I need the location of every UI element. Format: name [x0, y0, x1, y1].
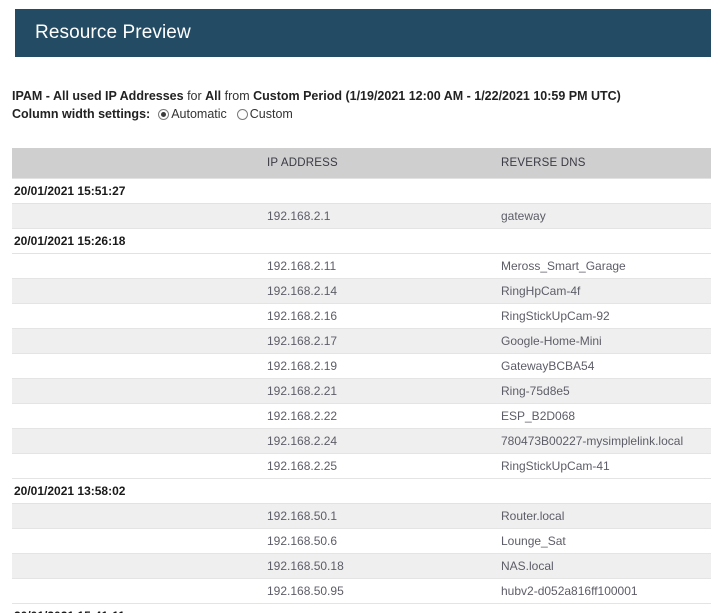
table-body: 20/01/2021 15:51:27 192.168.2.1 gateway 20/…: [12, 177, 711, 613]
cell-reverse-dns: Ring-75d8e5: [501, 378, 711, 404]
table-row[interactable]: 192.168.2.14 RingHpCam-4f: [12, 278, 711, 304]
cell-ip-address: 192.168.2.22: [267, 403, 501, 429]
table-row[interactable]: 192.168.50.6 Lounge_Sat: [12, 528, 711, 554]
cell-blank: [12, 453, 267, 479]
column-header-blank[interactable]: [12, 148, 267, 178]
table-row[interactable]: 192.168.2.16 RingStickUpCam-92: [12, 303, 711, 329]
cell-ip-address: 192.168.2.1: [267, 203, 501, 229]
cell-blank: [12, 203, 267, 229]
cell-reverse-dns: Lounge_Sat: [501, 528, 711, 554]
table-header: IP ADDRESS REVERSE DNS: [12, 148, 711, 178]
cell-reverse-dns: hubv2-d052a816ff100001: [501, 578, 711, 604]
table-row[interactable]: 192.168.2.21 Ring-75d8e5: [12, 378, 711, 404]
cell-reverse-dns: ESP_B2D068: [501, 403, 711, 429]
report-description-line: IPAM - All used IP Addresses for All fro…: [12, 88, 705, 105]
cell-blank: [12, 253, 267, 279]
group-timestamp: 20/01/2021 15:26:18: [12, 227, 711, 254]
ip-address-table: IP ADDRESS REVERSE DNS 20/01/2021 15:51:…: [12, 148, 711, 613]
cell-blank: [12, 428, 267, 454]
report-name: IPAM - All used IP Addresses: [12, 89, 184, 103]
cell-reverse-dns: gateway: [501, 203, 711, 229]
cell-reverse-dns: Meross_Smart_Garage: [501, 253, 711, 279]
column-header-reverse-dns[interactable]: REVERSE DNS: [501, 148, 711, 178]
table-header-row: IP ADDRESS REVERSE DNS: [12, 148, 711, 178]
cell-ip-address: 192.168.2.19: [267, 353, 501, 379]
cell-reverse-dns: Router.local: [501, 503, 711, 529]
table-row[interactable]: 192.168.2.25 RingStickUpCam-41: [12, 453, 711, 479]
report-meta: IPAM - All used IP Addresses for All fro…: [12, 88, 705, 123]
page-title: Resource Preview: [35, 22, 191, 43]
cell-reverse-dns: NAS.local: [501, 553, 711, 579]
cell-reverse-dns: RingHpCam-4f: [501, 278, 711, 304]
report-period: Custom Period (1/19/2021 12:00 AM - 1/22…: [253, 89, 621, 103]
group-timestamp: 20/01/2021 15:51:27: [12, 177, 711, 204]
table-row[interactable]: 192.168.2.1 gateway: [12, 203, 711, 229]
table-row[interactable]: 192.168.50.95 hubv2-d052a816ff100001: [12, 578, 711, 604]
cell-reverse-dns: GatewayBCBA54: [501, 353, 711, 379]
table-row[interactable]: 192.168.50.18 NAS.local: [12, 553, 711, 579]
cell-blank: [12, 553, 267, 579]
cell-ip-address: 192.168.2.24: [267, 428, 501, 454]
cell-reverse-dns: RingStickUpCam-41: [501, 453, 711, 479]
cell-ip-address: 192.168.50.18: [267, 553, 501, 579]
radio-option-automatic[interactable]: Automatic: [158, 106, 227, 123]
radio-option-custom[interactable]: Custom: [236, 106, 293, 123]
column-width-settings: Column width settings: Automatic Custom: [12, 106, 705, 123]
cell-reverse-dns: 780473B00227-mysimplelink.local: [501, 428, 711, 454]
cell-blank: [12, 578, 267, 604]
radio-unselected-icon[interactable]: [236, 109, 248, 120]
cell-ip-address: 192.168.2.25: [267, 453, 501, 479]
cell-ip-address: 192.168.50.1: [267, 503, 501, 529]
column-width-radio-group[interactable]: Automatic Custom: [158, 106, 303, 123]
table-row[interactable]: 192.168.50.1 Router.local: [12, 503, 711, 529]
table-row[interactable]: 192.168.2.17 Google-Home-Mini: [12, 328, 711, 354]
group-timestamp: 20/01/2021 15:41:11: [12, 602, 711, 613]
table-row[interactable]: 192.168.2.22 ESP_B2D068: [12, 403, 711, 429]
table-group-row: 20/01/2021 15:51:27: [12, 177, 711, 204]
report-from-label: from: [224, 89, 250, 103]
cell-reverse-dns: RingStickUpCam-92: [501, 303, 711, 329]
table-group-row: 20/01/2021 13:58:02: [12, 477, 711, 504]
table-row[interactable]: 192.168.2.11 Meross_Smart_Garage: [12, 253, 711, 279]
report-scope: All: [205, 89, 222, 103]
cell-ip-address: 192.168.2.17: [267, 328, 501, 354]
radio-label-custom: Custom: [249, 107, 293, 121]
table-row[interactable]: 192.168.2.24 780473B00227-mysimplelink.lo…: [12, 428, 711, 454]
table-row[interactable]: 192.168.2.19 GatewayBCBA54: [12, 353, 711, 379]
cell-blank: [12, 378, 267, 404]
report-table-container: IP ADDRESS REVERSE DNS 20/01/2021 15:51:…: [12, 148, 711, 613]
radio-selected-icon[interactable]: [158, 109, 170, 120]
cell-blank: [12, 278, 267, 304]
radio-label-automatic: Automatic: [171, 107, 227, 121]
cell-ip-address: 192.168.2.16: [267, 303, 501, 329]
cell-reverse-dns: Google-Home-Mini: [501, 328, 711, 354]
cell-ip-address: 192.168.2.11: [267, 253, 501, 279]
window-title-bar: Resource Preview: [15, 9, 711, 57]
cell-ip-address: 192.168.50.95: [267, 578, 501, 604]
cell-ip-address: 192.168.2.14: [267, 278, 501, 304]
report-for-label: for: [187, 89, 202, 103]
group-timestamp: 20/01/2021 13:58:02: [12, 477, 711, 504]
column-header-ip-address[interactable]: IP ADDRESS: [267, 148, 501, 178]
cell-ip-address: 192.168.2.21: [267, 378, 501, 404]
table-group-row: 20/01/2021 15:41:11: [12, 602, 711, 613]
cell-blank: [12, 353, 267, 379]
table-group-row: 20/01/2021 15:26:18: [12, 227, 711, 254]
cell-blank: [12, 403, 267, 429]
cell-blank: [12, 503, 267, 529]
cell-blank: [12, 528, 267, 554]
cell-blank: [12, 303, 267, 329]
cell-blank: [12, 328, 267, 354]
column-width-label: Column width settings:: [12, 107, 151, 121]
cell-ip-address: 192.168.50.6: [267, 528, 501, 554]
